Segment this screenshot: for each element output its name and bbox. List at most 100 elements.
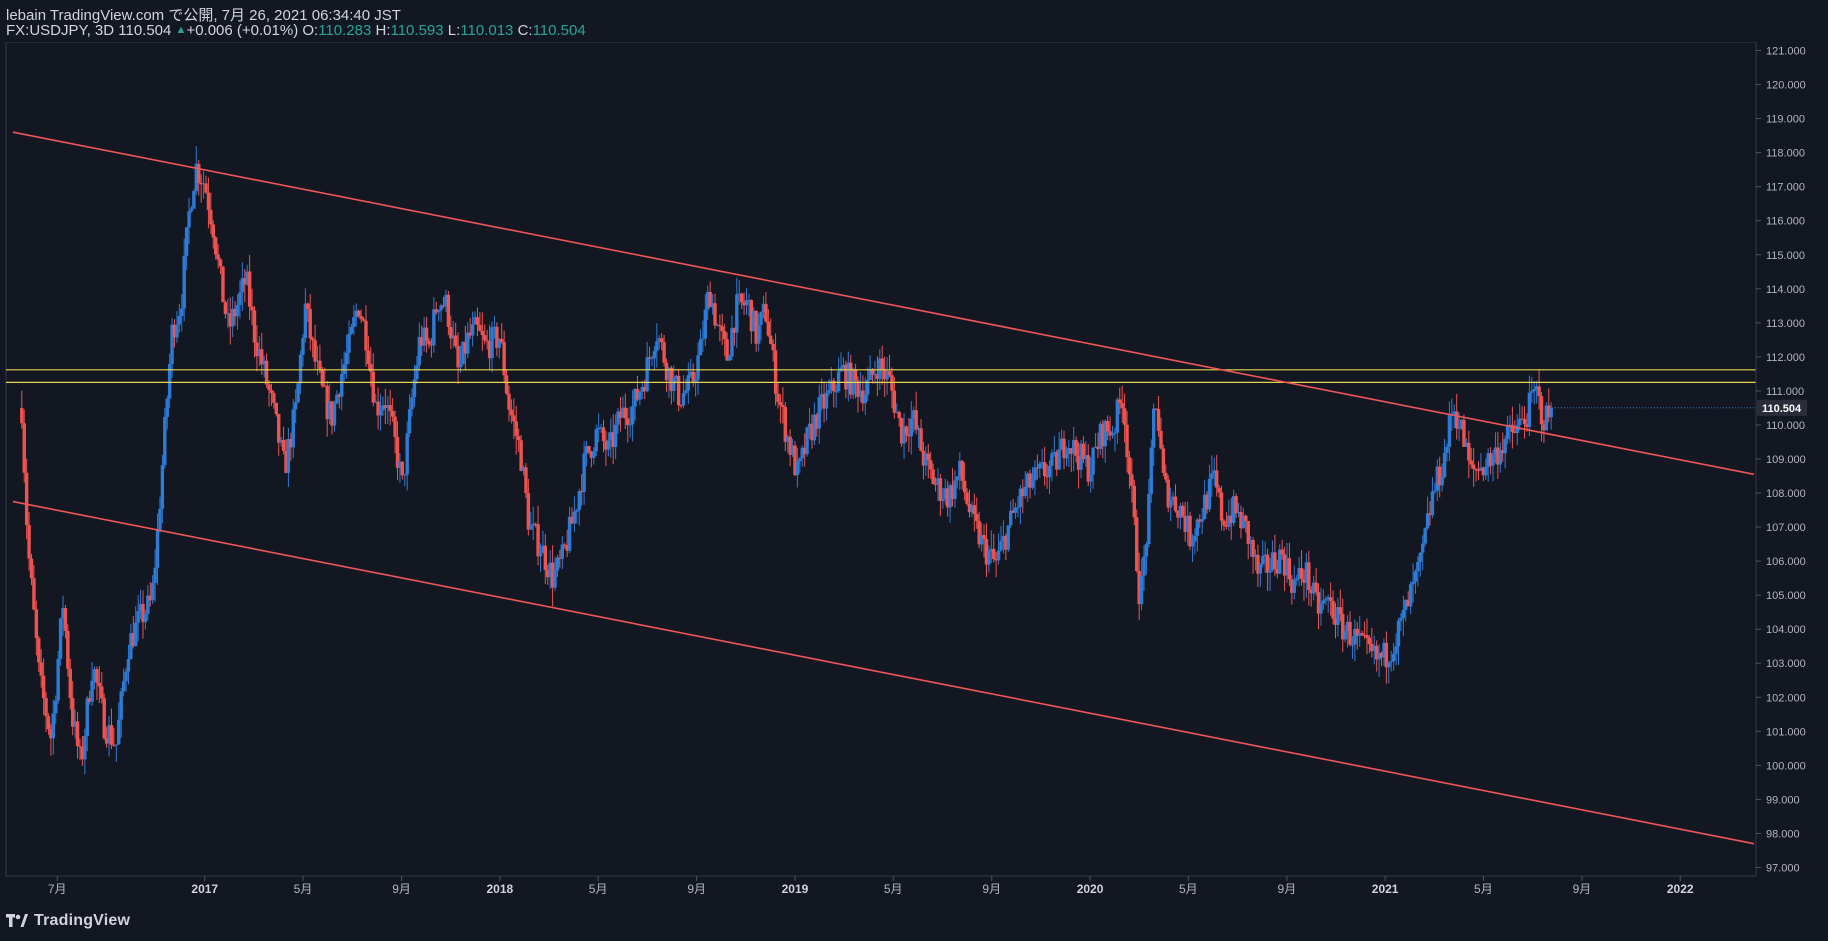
y-tick-label: 121.000	[1766, 46, 1806, 58]
candle-down	[1467, 442, 1471, 461]
candle-down	[20, 407, 24, 424]
candle-up	[909, 418, 914, 437]
open-label: O:	[302, 22, 319, 39]
candle-up	[51, 713, 56, 739]
candle-up	[674, 375, 678, 379]
x-tick-label: 5月	[884, 882, 903, 896]
candle-down	[1132, 485, 1137, 518]
x-tick-label: 2019	[782, 882, 809, 896]
change-value: +0.006 (+0.01%)	[186, 22, 299, 39]
candle-up	[167, 364, 172, 399]
candle-up	[873, 374, 877, 376]
candle-down	[131, 633, 135, 647]
y-tick-label: 110.000	[1766, 420, 1805, 432]
candle-up	[1423, 528, 1427, 544]
candle-down	[1496, 447, 1500, 465]
candle-down	[676, 375, 681, 406]
candle-down	[1265, 554, 1270, 573]
candle-up	[572, 511, 577, 524]
candle-down	[907, 434, 911, 437]
candle-down	[626, 418, 630, 426]
candle-down	[783, 407, 787, 442]
candle-up	[1030, 480, 1035, 488]
candle-up	[155, 529, 160, 568]
candle-down	[1522, 418, 1527, 425]
y-tick-label: 104.000	[1766, 624, 1806, 636]
candle-up	[240, 278, 245, 293]
candle-up	[640, 386, 644, 392]
candle-down	[897, 411, 901, 419]
time-axis[interactable]: 7月 2017 5月 9月 2018 5月 9月 2019 5月 9月 2020 5月 9月 2021 5月…	[48, 876, 1694, 896]
candle-down	[255, 342, 259, 357]
candle-up	[1212, 470, 1216, 474]
candle-up	[865, 380, 870, 395]
candle-down	[563, 544, 567, 546]
candle-down	[221, 266, 225, 303]
candle-up	[124, 671, 128, 682]
candle-up	[1459, 419, 1464, 429]
candle-up	[1391, 653, 1396, 662]
y-tick-label: 99.000	[1766, 794, 1800, 806]
candle-down	[1370, 644, 1374, 652]
candle-up	[560, 544, 565, 559]
candle-down	[512, 415, 516, 422]
candle-up	[628, 424, 632, 426]
close-label: C:	[517, 22, 533, 39]
candle-down	[63, 608, 68, 631]
candle-up	[54, 700, 58, 714]
upper-channel-line[interactable]	[12, 131, 1755, 476]
candle-down	[1246, 521, 1250, 544]
candle-up	[83, 735, 87, 760]
drawings-layer[interactable]	[6, 131, 1756, 845]
candle-up	[943, 488, 947, 499]
candle-down	[68, 668, 72, 698]
candle-down	[209, 209, 213, 225]
candle-up	[553, 570, 557, 588]
lower-channel-line[interactable]	[12, 500, 1755, 845]
candle-down	[601, 427, 606, 442]
candle-down	[483, 334, 487, 341]
candle-down	[1282, 554, 1287, 576]
candle-up	[1396, 620, 1401, 647]
candle-down	[810, 423, 814, 441]
candle-down	[243, 278, 247, 285]
candle-down	[420, 336, 424, 346]
y-tick-label: 119.000	[1766, 114, 1805, 126]
candle-down	[647, 357, 652, 359]
candle-up	[1319, 603, 1323, 614]
candle-up	[1144, 544, 1149, 557]
candle-up	[451, 335, 455, 339]
candle-up	[1270, 552, 1275, 571]
candle-down	[849, 362, 853, 395]
candle-up	[744, 300, 749, 306]
price-axis[interactable]: 97.000 98.000 99.000 100.000 101.000 102.000 1…	[1756, 46, 1806, 875]
y-tick-label: 109.000	[1766, 454, 1806, 466]
candle-up	[286, 438, 291, 473]
y-tick-label: 116.000	[1766, 216, 1805, 228]
tradingview-logo[interactable]: TradingView	[6, 912, 130, 930]
candle-down	[1290, 579, 1294, 593]
candle-up	[92, 669, 97, 681]
candle-down	[376, 401, 380, 416]
candle-down	[536, 524, 540, 557]
candle-up	[114, 744, 119, 746]
candle-down	[1355, 628, 1359, 636]
candle-up	[344, 352, 349, 365]
candle-up	[107, 725, 111, 744]
candle-up	[1091, 447, 1095, 475]
candle-up	[398, 461, 402, 468]
candle-up	[1142, 556, 1146, 576]
candle-down	[773, 350, 778, 394]
candle-down	[24, 472, 29, 526]
candle-down	[468, 332, 472, 336]
candle-up	[238, 292, 242, 306]
candle-up	[989, 548, 994, 552]
candle-up	[868, 368, 872, 381]
candle-up	[1311, 582, 1316, 594]
candle-up	[1343, 631, 1347, 640]
candle-up	[1382, 642, 1386, 658]
candle-up	[175, 324, 179, 338]
candle-down	[611, 432, 615, 447]
candle-down	[1360, 633, 1364, 635]
